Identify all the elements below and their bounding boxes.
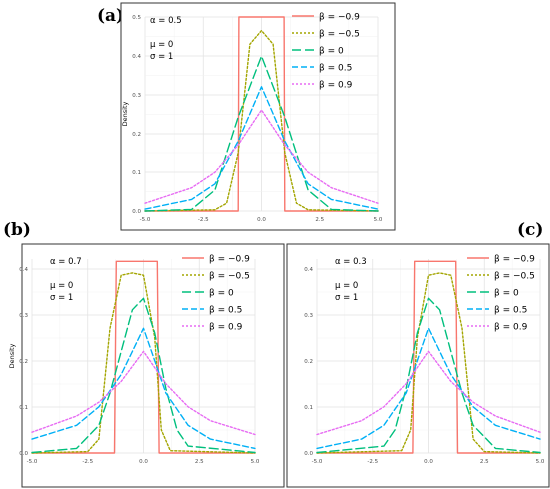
- annotation-1: μ = 0: [335, 281, 358, 291]
- y-tick-label: 0.1: [304, 405, 313, 411]
- y-tick-label: 0.3: [304, 313, 313, 319]
- series-line: [144, 29, 379, 212]
- legend-label: β = −0.5: [209, 272, 250, 282]
- x-tick-label: -5.0: [312, 459, 323, 465]
- x-tick-label: -2.5: [367, 459, 378, 465]
- x-tick-label: 5.0: [374, 217, 383, 223]
- series-line: [31, 272, 256, 454]
- panel-frame: [120, 2, 396, 231]
- panel-label-a: (a): [97, 6, 125, 26]
- series-line: [144, 55, 379, 212]
- grid: [316, 259, 541, 454]
- series-line: [316, 297, 541, 454]
- panel-label-c: (c): [517, 220, 544, 240]
- series-line: [31, 327, 256, 450]
- y-tick-label: 0.2: [132, 132, 141, 138]
- legend-label: β = 0.9: [319, 81, 353, 91]
- x-tick-label: -5.0: [27, 459, 38, 465]
- legend-label: β = 0: [319, 47, 344, 57]
- y-tick-label: 0.4: [19, 267, 28, 273]
- series-line: [144, 86, 379, 210]
- annotation-2: σ = 1: [50, 293, 73, 303]
- annotation-0: α = 0.5: [150, 16, 182, 26]
- legend-label: β = −0.9: [319, 13, 360, 23]
- legend-label: β = 0.5: [319, 64, 352, 74]
- annotation-0: α = 0.3: [335, 257, 367, 267]
- legend-label: β = 0.9: [209, 323, 243, 333]
- x-tick-label: 0.0: [139, 459, 148, 465]
- x-tick-label: 2.5: [195, 459, 204, 465]
- x-tick-label: 2.5: [480, 459, 489, 465]
- series-line: [31, 297, 256, 454]
- y-tick-label: 0.1: [19, 405, 28, 411]
- y-tick-label: 0.4: [132, 54, 141, 60]
- series-line: [144, 16, 379, 212]
- x-tick-label: -2.5: [82, 459, 93, 465]
- y-tick-label: 0.0: [304, 451, 313, 457]
- annotation-2: σ = 1: [150, 52, 173, 62]
- annotation-0: α = 0.7: [50, 257, 82, 267]
- series-line: [316, 272, 541, 454]
- y-tick-label: 0.2: [19, 359, 28, 365]
- series-line: [316, 260, 541, 454]
- x-tick-label: 0.0: [424, 459, 433, 465]
- series-line: [31, 260, 256, 454]
- y-tick-label: 0.1: [132, 170, 141, 176]
- legend-label: β = 0: [494, 289, 519, 299]
- y-axis-label: Density: [8, 343, 16, 368]
- chart-panel-2: -5.0 -2.5 0.0 2.5 5.0 0.0 0.1 0.2 0.3 0.4 α = 0.3 μ…: [286, 243, 550, 488]
- legend-label: β = −0.9: [494, 255, 535, 265]
- series-line: [31, 350, 256, 436]
- legend-label: β = 0.5: [209, 306, 242, 316]
- x-tick-label: -2.5: [198, 217, 209, 223]
- y-tick-label: 0.5: [132, 15, 141, 21]
- y-tick-label: 0.3: [132, 93, 141, 99]
- y-tick-label: 0.0: [19, 451, 28, 457]
- x-tick-label: -5.0: [140, 217, 151, 223]
- legend-label: β = −0.5: [319, 30, 360, 40]
- legend-label: β = 0.5: [494, 306, 527, 316]
- annotation-1: μ = 0: [150, 40, 173, 50]
- series-line: [144, 109, 379, 204]
- legend-label: β = −0.5: [494, 272, 535, 282]
- series-line: [316, 350, 541, 436]
- chart-panel-1: -5.0 -2.5 0.0 2.5 5.0 0.0 0.1 0.2 0.3 0.4 Density α…: [8, 243, 285, 488]
- legend-label: β = 0.9: [494, 323, 528, 333]
- series-line: [316, 327, 541, 450]
- y-tick-label: 0.4: [304, 267, 313, 273]
- y-tick-label: 0.3: [19, 313, 28, 319]
- legend-label: β = −0.9: [209, 255, 250, 265]
- panel-frame: [286, 243, 550, 488]
- x-tick-label: 0.0: [257, 217, 266, 223]
- x-tick-label: 5.0: [251, 459, 260, 465]
- legend-label: β = 0: [209, 289, 234, 299]
- y-tick-label: 0.0: [132, 209, 141, 215]
- chart-panel-0: -5.0 -2.5 0.0 2.5 5.0 0.0 0.1 0.2 0.3 0.4 0.5 Densi…: [120, 2, 396, 231]
- y-axis-label: Density: [121, 101, 129, 126]
- panel-label-b: (b): [3, 220, 31, 240]
- y-tick-label: 0.2: [304, 359, 313, 365]
- annotation-2: σ = 1: [335, 293, 358, 303]
- annotation-1: μ = 0: [50, 281, 73, 291]
- x-tick-label: 5.0: [536, 459, 545, 465]
- x-tick-label: 2.5: [315, 217, 324, 223]
